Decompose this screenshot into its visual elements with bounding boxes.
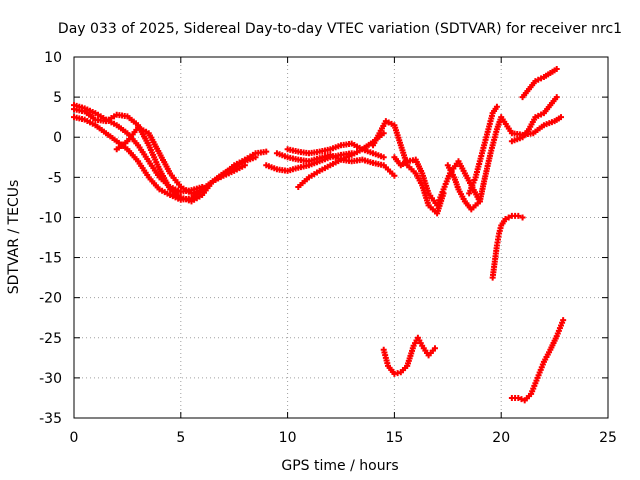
series-arc-11: [444, 114, 565, 213]
x-tick-label: 5: [176, 430, 185, 446]
data-point: [553, 66, 560, 73]
x-tick-label: 0: [70, 430, 79, 446]
data-point: [553, 94, 560, 101]
series-arc-9: [370, 118, 447, 217]
data-point: [252, 154, 259, 161]
series-arc-12: [466, 103, 500, 197]
series-arc-15: [489, 212, 526, 281]
series-arc-3: [71, 102, 206, 195]
series-arc-14: [519, 66, 560, 101]
y-tick-label: 10: [44, 50, 62, 66]
series-arc-6: [284, 140, 387, 161]
series-arc-10: [391, 154, 483, 209]
x-tick-label: 15: [385, 430, 403, 446]
x-tick-label: 20: [492, 430, 510, 446]
data-point: [505, 214, 512, 221]
data-point: [391, 172, 398, 179]
data-point: [493, 103, 500, 110]
y-tick-label: -35: [39, 411, 62, 427]
data-point: [263, 148, 270, 155]
data-point: [348, 150, 355, 157]
series-arc-4: [113, 124, 259, 197]
y-axis-label: SDTVAR / TECUs: [6, 180, 22, 295]
y-tick-label: -15: [39, 251, 62, 267]
y-tick-label: -10: [39, 210, 62, 226]
plot-frame: [73, 56, 609, 419]
data-point: [515, 394, 522, 401]
data-point: [431, 345, 438, 352]
y-tick-label: -25: [39, 331, 62, 347]
y-tick-label: 0: [53, 130, 62, 146]
data-point: [560, 317, 567, 324]
x-tick-label: 25: [599, 430, 617, 446]
series-arc-13: [508, 94, 560, 145]
data-point: [558, 114, 565, 121]
y-tick-label: -20: [39, 291, 62, 307]
data-point: [380, 154, 387, 161]
series-arc-8: [263, 150, 355, 174]
data-point: [518, 396, 525, 403]
data-points: [71, 66, 567, 404]
y-tick-label: 5: [53, 90, 62, 106]
data-point: [515, 212, 522, 219]
y-tick-label: -5: [48, 170, 62, 186]
data-point: [519, 214, 526, 221]
x-tick-label: 10: [279, 430, 297, 446]
series-arc-16: [380, 334, 438, 377]
x-axis-label: GPS time / hours: [281, 458, 398, 474]
data-point: [502, 216, 509, 223]
gridlines: [74, 57, 608, 418]
y-tick-label: -30: [39, 371, 62, 387]
series-arc-17: [508, 317, 567, 404]
axis-ticks: 0 5 10 15 20 25 10 5 0 -5 -10 -15 -20 -25 -30 -35: [39, 50, 617, 446]
chart-title: Day 033 of 2025, Sidereal Day-to-day VTE…: [58, 21, 622, 37]
